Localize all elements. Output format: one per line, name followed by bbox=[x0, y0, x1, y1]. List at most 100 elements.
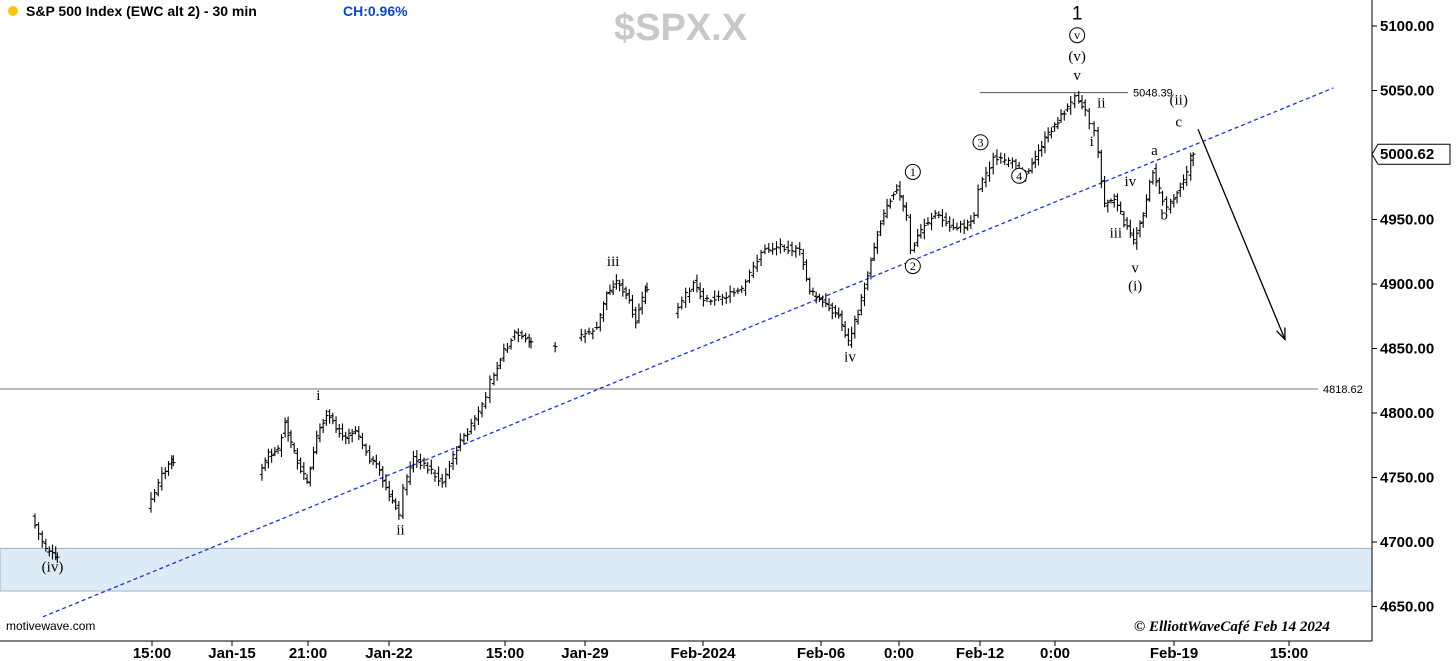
ohlc-bar bbox=[1052, 122, 1057, 132]
ohlc-bar bbox=[922, 218, 927, 240]
svg-text:iv: iv bbox=[844, 349, 856, 365]
ohlc-bar bbox=[691, 280, 696, 293]
ohlc-bar bbox=[370, 456, 376, 466]
ohlc-bar bbox=[766, 242, 771, 253]
svg-text:ii: ii bbox=[1097, 95, 1105, 111]
ohlc-bar bbox=[346, 428, 352, 445]
ohlc-bar bbox=[439, 473, 445, 488]
y-tick-label: 4850.00 bbox=[1380, 341, 1434, 358]
x-tick-label: 15:00 bbox=[486, 645, 524, 661]
ohlc-bar bbox=[598, 312, 603, 332]
svg-text:v: v bbox=[1074, 28, 1080, 42]
ohlc-bar bbox=[487, 375, 493, 403]
ohlc-bar bbox=[855, 309, 861, 325]
ohlc-bar bbox=[501, 343, 507, 363]
ohlc-bar bbox=[694, 274, 700, 293]
ohlc-bar bbox=[747, 269, 752, 284]
ohlc-bar bbox=[356, 426, 362, 441]
ohlc-bar bbox=[1105, 199, 1110, 213]
ohlc-bar bbox=[1102, 175, 1107, 208]
ohlc-bar bbox=[308, 466, 313, 487]
ohlc-bar bbox=[337, 424, 342, 438]
ohlc-bar bbox=[479, 402, 485, 418]
svg-text:1: 1 bbox=[1072, 4, 1083, 25]
svg-text:iv: iv bbox=[1124, 174, 1136, 190]
ohlc-bar bbox=[929, 212, 934, 231]
ohlc-bar bbox=[720, 293, 725, 306]
ohlc-bar bbox=[610, 280, 616, 296]
ohlc-bar bbox=[675, 302, 681, 319]
ohlc-bar bbox=[590, 328, 596, 340]
ohlc-bar bbox=[774, 241, 779, 256]
ohlc-bar bbox=[817, 293, 822, 303]
ohlc-bar bbox=[782, 244, 787, 252]
ohlc-bar bbox=[450, 450, 456, 471]
ohlc-bar bbox=[1055, 117, 1061, 130]
ohlc-bar bbox=[859, 293, 864, 316]
svg-text:1: 1 bbox=[910, 165, 916, 179]
svg-text:(ii): (ii) bbox=[1170, 93, 1188, 109]
ohlc-bar bbox=[943, 212, 949, 227]
ohlc-bar bbox=[1160, 190, 1165, 206]
x-tick-label: Feb-19 bbox=[1150, 645, 1198, 661]
ohlc-bar bbox=[891, 192, 896, 200]
ohlc-bar bbox=[552, 342, 558, 353]
ohlc-bar bbox=[900, 194, 906, 212]
ohlc-bar bbox=[1181, 174, 1186, 190]
ohlc-bar bbox=[846, 328, 851, 346]
wave-label: iii bbox=[1110, 226, 1123, 242]
ohlc-bar bbox=[1087, 107, 1092, 130]
ohlc-bar bbox=[716, 290, 721, 302]
wave-label: 4 bbox=[1011, 167, 1028, 184]
svg-text:b: b bbox=[1160, 208, 1168, 224]
ohlc-bar bbox=[1079, 95, 1085, 110]
ohlc-bar bbox=[458, 433, 463, 452]
ohlc-bar bbox=[367, 445, 372, 464]
ohlc-bar bbox=[311, 446, 316, 470]
x-tick-label: Feb-06 bbox=[797, 645, 845, 661]
wave-label: v bbox=[1069, 27, 1086, 44]
projection-arrow bbox=[1197, 128, 1286, 340]
wave-label: iv bbox=[1124, 174, 1136, 190]
ohlc-bar bbox=[697, 282, 703, 300]
ohlc-bar bbox=[633, 306, 638, 329]
ohlc-bar bbox=[762, 244, 768, 255]
level-label-5048: 5048.39 bbox=[1133, 88, 1173, 100]
ohlc-bar bbox=[683, 287, 688, 308]
ohlc-bar bbox=[823, 293, 829, 308]
ohlc-bar bbox=[751, 261, 756, 278]
x-tick-label: Jan-22 bbox=[365, 645, 413, 661]
wave-label: 1 bbox=[1072, 4, 1083, 25]
ohlc-bar bbox=[623, 286, 629, 300]
last-price-tag: 5000.62 bbox=[1371, 143, 1451, 165]
ohlc-bar bbox=[875, 230, 880, 254]
svg-text:2: 2 bbox=[910, 259, 916, 273]
ohlc-bar bbox=[380, 465, 385, 488]
ohlc-bar bbox=[708, 299, 713, 306]
ohlc-bar bbox=[1083, 99, 1088, 117]
ohlc-bar bbox=[630, 294, 635, 318]
ohlc-bar bbox=[1168, 198, 1173, 214]
ohlc-bar bbox=[739, 285, 744, 294]
ohlc-bar bbox=[407, 461, 413, 486]
ohlc-bar bbox=[429, 459, 434, 475]
ohlc-bar bbox=[789, 241, 795, 257]
ohlc-bar bbox=[43, 538, 49, 552]
ohlc-bar bbox=[940, 209, 945, 228]
ohlc-bar bbox=[314, 430, 319, 455]
ohlc-bar bbox=[523, 332, 528, 343]
ohlc-bar bbox=[1058, 109, 1064, 123]
ohlc-bar bbox=[1144, 194, 1149, 218]
ohlc-bar bbox=[1134, 227, 1139, 250]
ohlc-bar bbox=[915, 228, 920, 247]
ohlc-bar bbox=[1171, 194, 1177, 208]
wave-label: a bbox=[1151, 143, 1158, 159]
ohlc-bar bbox=[508, 338, 514, 350]
y-tick-label: 5050.00 bbox=[1380, 83, 1434, 100]
svg-text:3: 3 bbox=[978, 135, 984, 149]
ohlc-bar bbox=[320, 418, 326, 433]
ohlc-bar bbox=[983, 166, 989, 188]
ohlc-bar bbox=[1190, 152, 1196, 167]
ohlc-bar bbox=[377, 461, 382, 476]
ohlc-bar bbox=[1033, 150, 1038, 169]
